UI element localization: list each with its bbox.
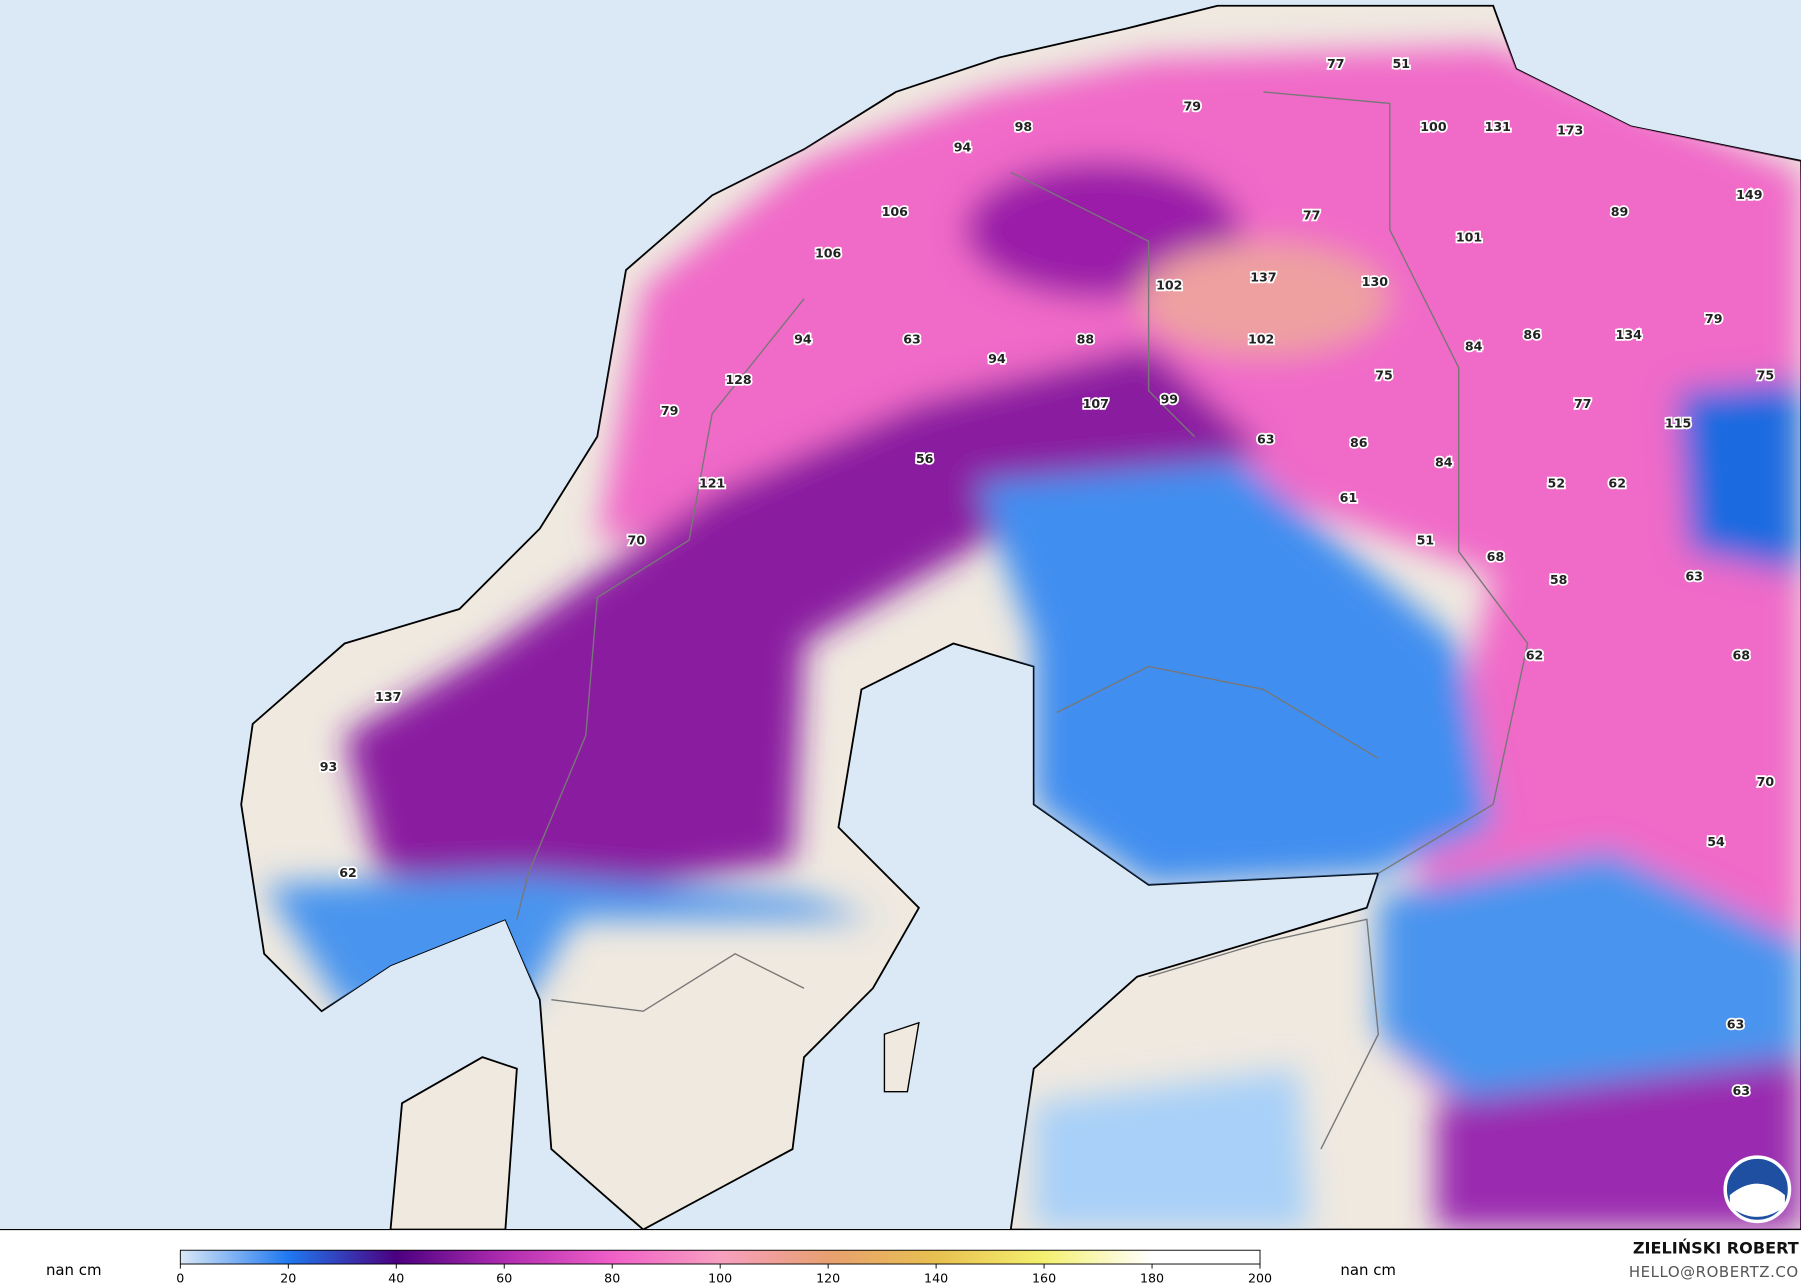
snow-blue (1378, 850, 1801, 1127)
noaa-logo (1723, 1155, 1792, 1224)
border (1148, 918, 1380, 1150)
author: ZIELIŃSKI ROBERT (1633, 1239, 1799, 1258)
snow-depth-label: 77 (1303, 208, 1321, 223)
island (883, 1021, 920, 1093)
snow-depth-label: 86 (1350, 435, 1368, 450)
snow-depth-label: 75 (1375, 367, 1393, 382)
colorbar-tick-label: 20 (280, 1270, 296, 1285)
snow-depth-label: 58 (1550, 572, 1568, 587)
snow-depth-label: 137 (375, 689, 401, 704)
snow-depth-label: 134 (1616, 327, 1643, 342)
snow-depth-label: 89 (1611, 204, 1629, 219)
border (551, 952, 805, 1012)
colorbar-tick-label: 60 (496, 1270, 512, 1285)
colorbar-tick-label: 40 (388, 1270, 404, 1285)
snow-depth-label: 98 (1015, 119, 1033, 134)
snow-depth-label: 86 (1523, 327, 1541, 342)
snow-depth-label: 79 (661, 403, 679, 418)
snow-depth-label: 52 (1548, 475, 1566, 490)
snow-depth-label: 94 (988, 351, 1006, 366)
snow-depth-label: 68 (1487, 549, 1505, 564)
snow-depth-label: 63 (1727, 1017, 1745, 1032)
snow-depth-label: 173 (1557, 122, 1583, 137)
denmark (389, 1056, 518, 1230)
snow-blue (976, 459, 1494, 885)
snow-depth-label: 84 (1435, 455, 1453, 470)
snow-purple (1435, 1057, 1801, 1230)
borders (516, 91, 1529, 1150)
colorbar-ticks: 0 20 40 60 80 100 120 140 160 180 200 (176, 1264, 1272, 1285)
snow-depth-label: 63 (1257, 432, 1275, 447)
colorbar-tick-label: 180 (1140, 1270, 1164, 1285)
snow-depth-label: 137 (1250, 270, 1276, 285)
unit-label: nan cm (1340, 1261, 1396, 1279)
snow-depth-label: 128 (725, 372, 751, 387)
snow-depth-label: 70 (1757, 774, 1775, 789)
snow-depth-label: 102 (1156, 278, 1182, 293)
snow-depth-label: 121 (699, 475, 725, 490)
snow-depth-label: 51 (1393, 56, 1411, 71)
snow-orange (1137, 241, 1390, 357)
snow-depth-label: 77 (1327, 56, 1345, 71)
snow-light (1033, 1068, 1310, 1230)
snow-depth-label: 84 (1465, 339, 1483, 354)
snow-depth-label: 62 (1526, 648, 1544, 663)
snow-depth-label: 101 (1456, 229, 1482, 244)
colorbar-tick-label: 140 (924, 1270, 948, 1285)
contact: HELLO@ROBERTZ.CO (1629, 1263, 1799, 1281)
snow-depth-label: 100 (1420, 119, 1447, 134)
snow-blue (1676, 379, 1801, 575)
snow-depth-label: 63 (903, 332, 921, 347)
snow-depth-label: 63 (1685, 568, 1703, 583)
snow-depth-label: 77 (1574, 396, 1592, 411)
snow-depth-label: 51 (1417, 533, 1435, 548)
unit-label: nan cm (46, 1261, 102, 1279)
snow-depth-label: 106 (815, 245, 842, 260)
colorbar-tick-label: 200 (1248, 1270, 1272, 1285)
snow-depth-label: 94 (954, 140, 972, 155)
snow-depth-label: 99 (1160, 391, 1178, 406)
snow-field (264, 45, 1801, 1230)
snow-depth-label: 106 (882, 204, 909, 219)
snow-depth-label: 94 (794, 332, 812, 347)
snow-depth-label: 70 (628, 533, 646, 548)
snow-depth-label: 79 (1183, 98, 1201, 113)
snow-depth-label: 62 (1608, 475, 1626, 490)
snow-depth-label: 79 (1705, 311, 1723, 326)
map-labels: 77 51 79 98 94 100 131 173 149 106 106 77 89 101 102 13… (318, 54, 1776, 1100)
snow-depth-label: 131 (1485, 119, 1511, 134)
border (516, 298, 805, 920)
snow-depth-label: 115 (1665, 416, 1691, 431)
snow-depth-label: 149 (1736, 187, 1762, 202)
snow-depth-label: 102 (1248, 332, 1274, 347)
snow-depth-label: 68 (1732, 648, 1750, 663)
snow-depth-label: 107 (1083, 396, 1109, 411)
logo-wave (1729, 1183, 1785, 1217)
colorbar-tick-label: 160 (1032, 1270, 1056, 1285)
snow-depth-label: 62 (339, 865, 357, 880)
snow-depth-label: 56 (916, 451, 934, 466)
snow-depth-label: 130 (1362, 274, 1389, 289)
map-area: 77 51 79 98 94 100 131 173 149 106 106 77 89 101 102 13… (0, 0, 1801, 1230)
border (1263, 91, 1529, 874)
colorbar-tick-label: 100 (708, 1270, 732, 1285)
snow-depth-label: 54 (1707, 834, 1725, 849)
snow-depth-label: 61 (1340, 490, 1358, 505)
colorbar (179, 1249, 1261, 1265)
colorbar-tick-label: 80 (604, 1270, 620, 1285)
border (1010, 171, 1196, 438)
border (1056, 665, 1379, 760)
colorbar-tick-label: 120 (816, 1270, 840, 1285)
snow-depth-label: 93 (320, 759, 338, 774)
snow-depth-label: 75 (1757, 367, 1775, 382)
snow-depth-label: 63 (1732, 1083, 1750, 1098)
colorbar-tick-label: 0 (176, 1270, 184, 1285)
snow-depth-label: 88 (1077, 332, 1095, 347)
